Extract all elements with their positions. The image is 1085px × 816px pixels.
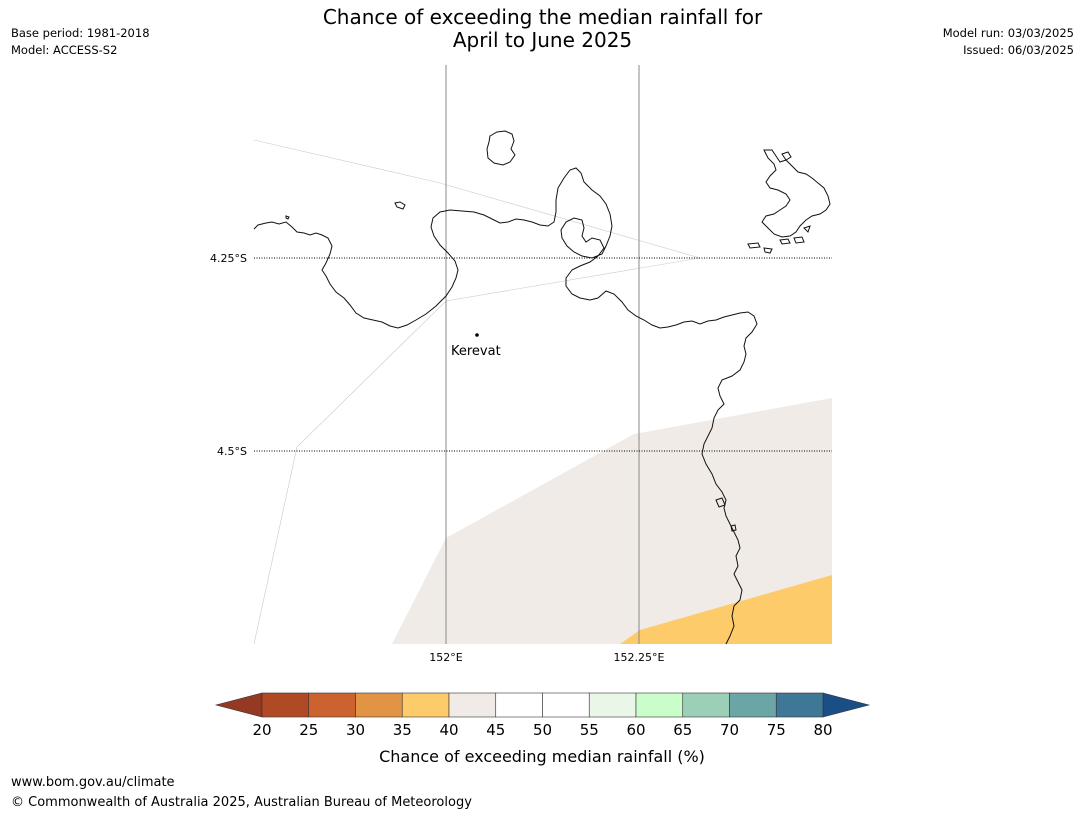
projection-lines xyxy=(253,139,701,645)
title-line-1: Chance of exceeding the median rainfall … xyxy=(322,5,763,29)
lat-label-4-5s: 4.5°S xyxy=(217,445,247,458)
shade-40-45-region xyxy=(392,398,832,644)
colorbar-low-extend xyxy=(214,692,263,718)
footer-copyright: © Commonwealth of Australia 2025, Austra… xyxy=(11,795,472,810)
lat-label-4-25s: 4.25°S xyxy=(210,252,247,265)
colorbar-box-50-55 xyxy=(542,692,590,718)
colorbar-tick-label: 60 xyxy=(626,721,645,739)
colorbar-box-30-35 xyxy=(355,692,403,718)
colorbar-box-45-50 xyxy=(495,692,543,718)
colorbar-tick-label: 35 xyxy=(393,721,412,739)
title-line-2: April to June 2025 xyxy=(452,28,633,52)
model-text: Model: ACCESS-S2 xyxy=(11,43,118,57)
colorbar-box-55-60 xyxy=(588,692,637,718)
colorbar-tick-label: 70 xyxy=(720,721,739,739)
lon-label-152e: 152°E xyxy=(429,651,462,664)
colorbar-box-70-75 xyxy=(729,692,777,718)
colorbar-box-60-65 xyxy=(635,692,684,718)
colorbar-box-25-30 xyxy=(308,692,356,718)
colorbar-tick-label: 65 xyxy=(673,721,692,739)
meta-right: Model run: 03/03/2025 Issued: 06/03/2025 xyxy=(943,25,1074,59)
colorbar-box-40-45 xyxy=(448,692,497,718)
meta-left: Base period: 1981-2018 Model: ACCESS-S2 xyxy=(11,25,150,59)
colorbar-tick-label: 55 xyxy=(580,721,599,739)
colorbar-tick-label: 20 xyxy=(252,721,271,739)
kerevat-label: Kerevat xyxy=(451,344,501,359)
colorbar-tick-label: 25 xyxy=(299,721,318,739)
colorbar-tick-label: 75 xyxy=(767,721,786,739)
issued-text: Issued: 06/03/2025 xyxy=(963,43,1074,57)
chart-title: Chance of exceeding the median rainfall … xyxy=(0,6,1085,52)
lon-label-152-25e: 152.25°E xyxy=(614,651,665,664)
colorbar-box-35-40 xyxy=(401,692,450,718)
kerevat-marker xyxy=(475,333,479,337)
colorbar-tick-label: 45 xyxy=(486,721,505,739)
coastline xyxy=(253,130,831,645)
colorbar-high-extend xyxy=(822,692,871,718)
colorbar-tick-label: 40 xyxy=(439,721,458,739)
footer-url[interactable]: www.bom.gov.au/climate xyxy=(11,775,175,790)
colorbar-box-20-25 xyxy=(261,692,310,718)
colorbar: 20 25 30 35 40 45 50 55 60 65 70 75 80 Chance of exc… xyxy=(214,692,871,766)
colorbar-label: Chance of exceeding median rainfall (%) xyxy=(379,747,705,766)
colorbar-box-75-80 xyxy=(775,692,824,718)
colorbar-tick-label: 80 xyxy=(813,721,832,739)
colorbar-box-65-70 xyxy=(682,692,730,718)
shade-35-40-region xyxy=(620,575,832,644)
map-panel: Kerevat 4.25°S 4.5°S 152°E 152.25°E xyxy=(210,65,832,664)
colorbar-tick-label: 30 xyxy=(346,721,365,739)
model-run-text: Model run: 03/03/2025 xyxy=(942,26,1074,40)
colorbar-tick-label: 50 xyxy=(533,721,552,739)
base-period-text: Base period: 1981-2018 xyxy=(11,26,150,40)
